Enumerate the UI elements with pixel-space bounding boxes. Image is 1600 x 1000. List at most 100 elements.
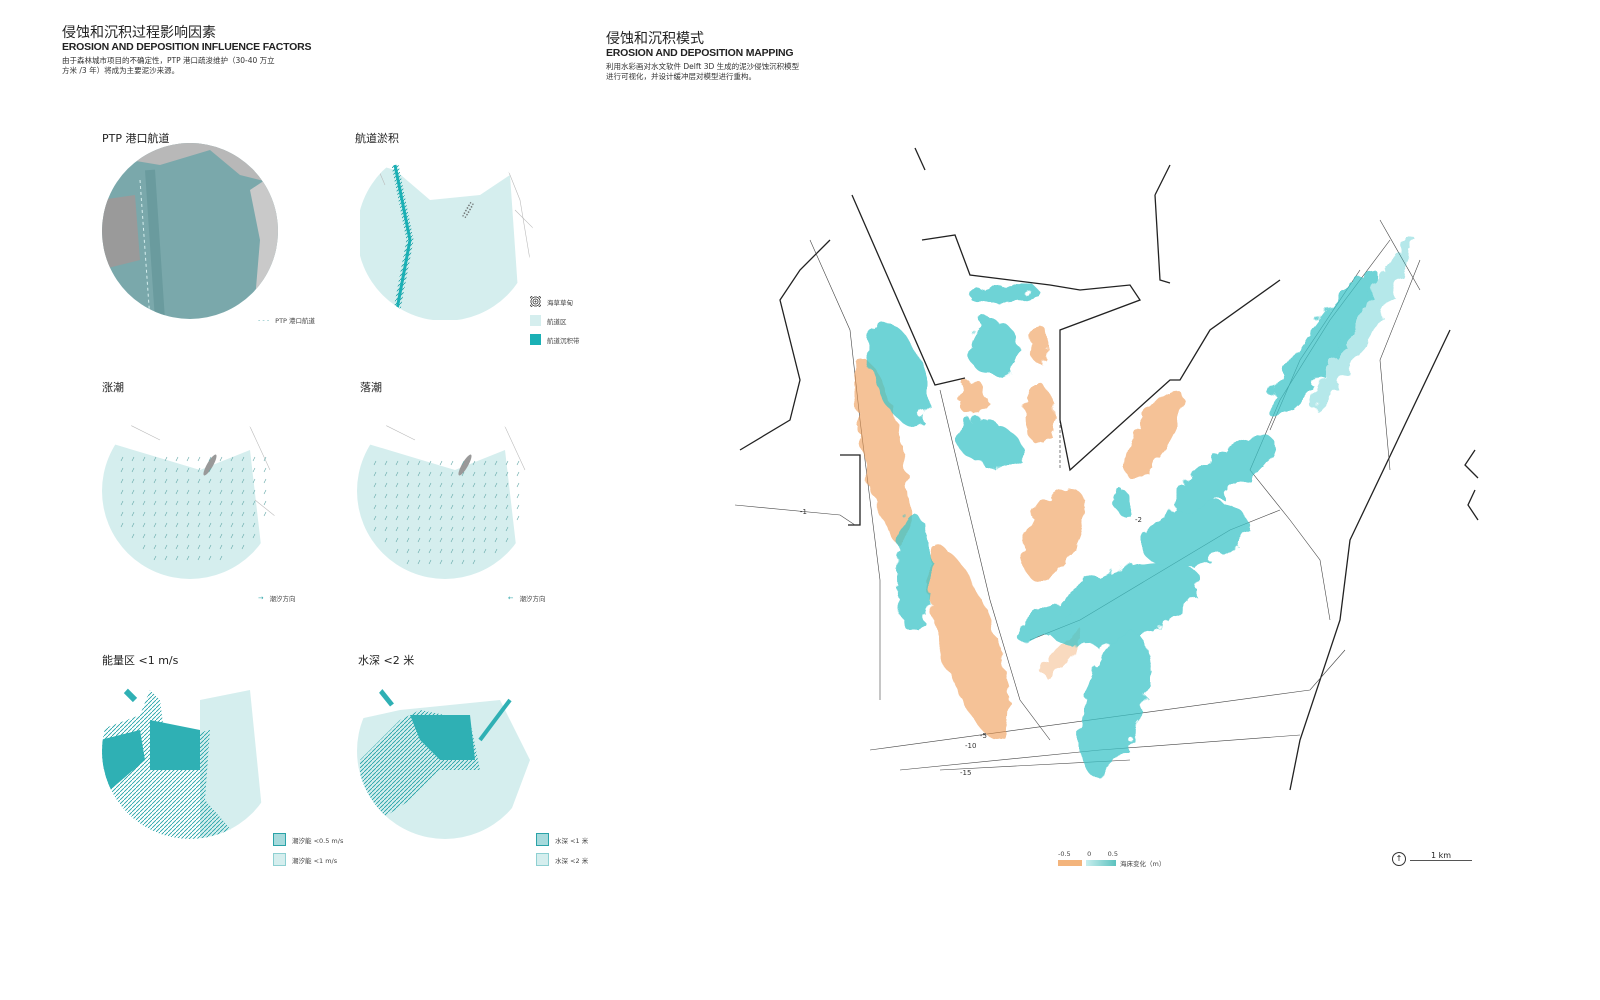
tide-arrow [472, 515, 476, 521]
tide-arrow [494, 482, 498, 488]
desc-line: 利用水彩画对水文软件 Delft 3D 生成的泥沙侵蚀沉积模型 [606, 62, 800, 71]
tide-arrow [186, 456, 190, 462]
tide-arrow [472, 526, 476, 532]
tide-arrow [186, 467, 190, 473]
tide-arrow [395, 460, 399, 466]
tide-arrow [164, 456, 168, 462]
tide-arrow [516, 471, 520, 477]
deposition-patches [864, 233, 1412, 773]
tide-arrow [439, 482, 443, 488]
tide-arrow [417, 526, 421, 532]
tide-arrow [208, 511, 212, 517]
tide-arrow [164, 500, 168, 506]
tide-arrow [483, 460, 487, 466]
tide-arrow [131, 489, 135, 495]
tide-arrow [208, 533, 212, 539]
tide-arrow [153, 533, 157, 539]
tide-arrow [241, 511, 245, 517]
tide-arrow [461, 537, 465, 543]
tide-arrow [428, 548, 432, 554]
tide-arrow [120, 489, 124, 495]
tide-arrow [263, 511, 267, 517]
tide-arrow [483, 493, 487, 499]
seagrass-swatch [530, 296, 541, 307]
tide-arrow [131, 456, 135, 462]
left-title-en: EROSION AND DEPOSITION INFLUENCE FACTORS [62, 41, 312, 53]
tide-arrow [175, 511, 179, 517]
tide-arrow [373, 504, 377, 510]
legend-mid: 0 [1087, 850, 1092, 858]
tide-arrow [417, 493, 421, 499]
tide-arrow [131, 478, 135, 484]
tide-arrow [428, 504, 432, 510]
tide-arrow [505, 482, 509, 488]
tide-arrow [472, 559, 476, 565]
map-legend: -0.5 0 0.5 海床变化（m） [1058, 850, 1165, 868]
tide-arrow [153, 478, 157, 484]
tide-arrow [197, 467, 201, 473]
tide-arrow [483, 537, 487, 543]
tide-arrow [439, 548, 443, 554]
tide-arrow [197, 478, 201, 484]
tide-arrow [450, 559, 454, 565]
tide-arrow [120, 467, 124, 473]
tide-arrow [186, 555, 190, 561]
tide-arrow [494, 493, 498, 499]
tide-arrow [472, 493, 476, 499]
tide-arrow [395, 482, 399, 488]
tide-arrow [406, 548, 410, 554]
tide-arrow [505, 471, 509, 477]
tide-arrow [263, 456, 267, 462]
legend-text: PTP 港口航道 [275, 317, 316, 325]
tide-arrow [450, 537, 454, 543]
tide-arrow [483, 482, 487, 488]
map-siltation [357, 145, 533, 321]
tide-arrow [186, 500, 190, 506]
tide-arrow [219, 456, 223, 462]
tide-arrow [439, 460, 443, 466]
tide-arrow [505, 515, 509, 521]
deposition-swatch [1086, 860, 1116, 866]
tide-arrow [461, 493, 465, 499]
tide-arrow [483, 526, 487, 532]
legend-text: 航道沉积带 [547, 336, 580, 345]
tide-arrow [461, 482, 465, 488]
tide-arrow [252, 511, 256, 517]
tide-arrow [120, 522, 124, 528]
tide-arrow [428, 559, 432, 565]
tide-arrow [230, 500, 234, 506]
tide-arrow [175, 456, 179, 462]
tide-arrow [461, 548, 465, 554]
tide-arrow [219, 555, 223, 561]
tide-arrow [406, 537, 410, 543]
tide-arrow [208, 522, 212, 528]
tide-arrow [153, 467, 157, 473]
tide-arrow [439, 471, 443, 477]
tide-arrow [164, 533, 168, 539]
tide-arrow [164, 489, 168, 495]
tide-arrow [384, 471, 388, 477]
tide-arrow [230, 544, 234, 550]
tide-arrow [384, 482, 388, 488]
tide-arrow [439, 504, 443, 510]
tide-arrow [439, 515, 443, 521]
tide-arrow [395, 526, 399, 532]
tide-arrow [153, 555, 157, 561]
tide-arrow [472, 504, 476, 510]
tide-arrow [197, 511, 201, 517]
tide-arrow [428, 537, 432, 543]
tide-arrow [461, 515, 465, 521]
north-arrow-icon: ↑ [1392, 852, 1406, 866]
tide-arrow [142, 500, 146, 506]
swatch [536, 853, 549, 866]
tide-arrow [219, 500, 223, 506]
tide-arrow [428, 493, 432, 499]
tide-arrow [406, 493, 410, 499]
map-water-depth [357, 663, 533, 839]
tide-arrow [241, 489, 245, 495]
tide-arrow [472, 471, 476, 477]
tide-arrow [230, 511, 234, 517]
tide-arrow [230, 489, 234, 495]
tide-arrow [219, 478, 223, 484]
map-flood-tide [102, 403, 278, 579]
